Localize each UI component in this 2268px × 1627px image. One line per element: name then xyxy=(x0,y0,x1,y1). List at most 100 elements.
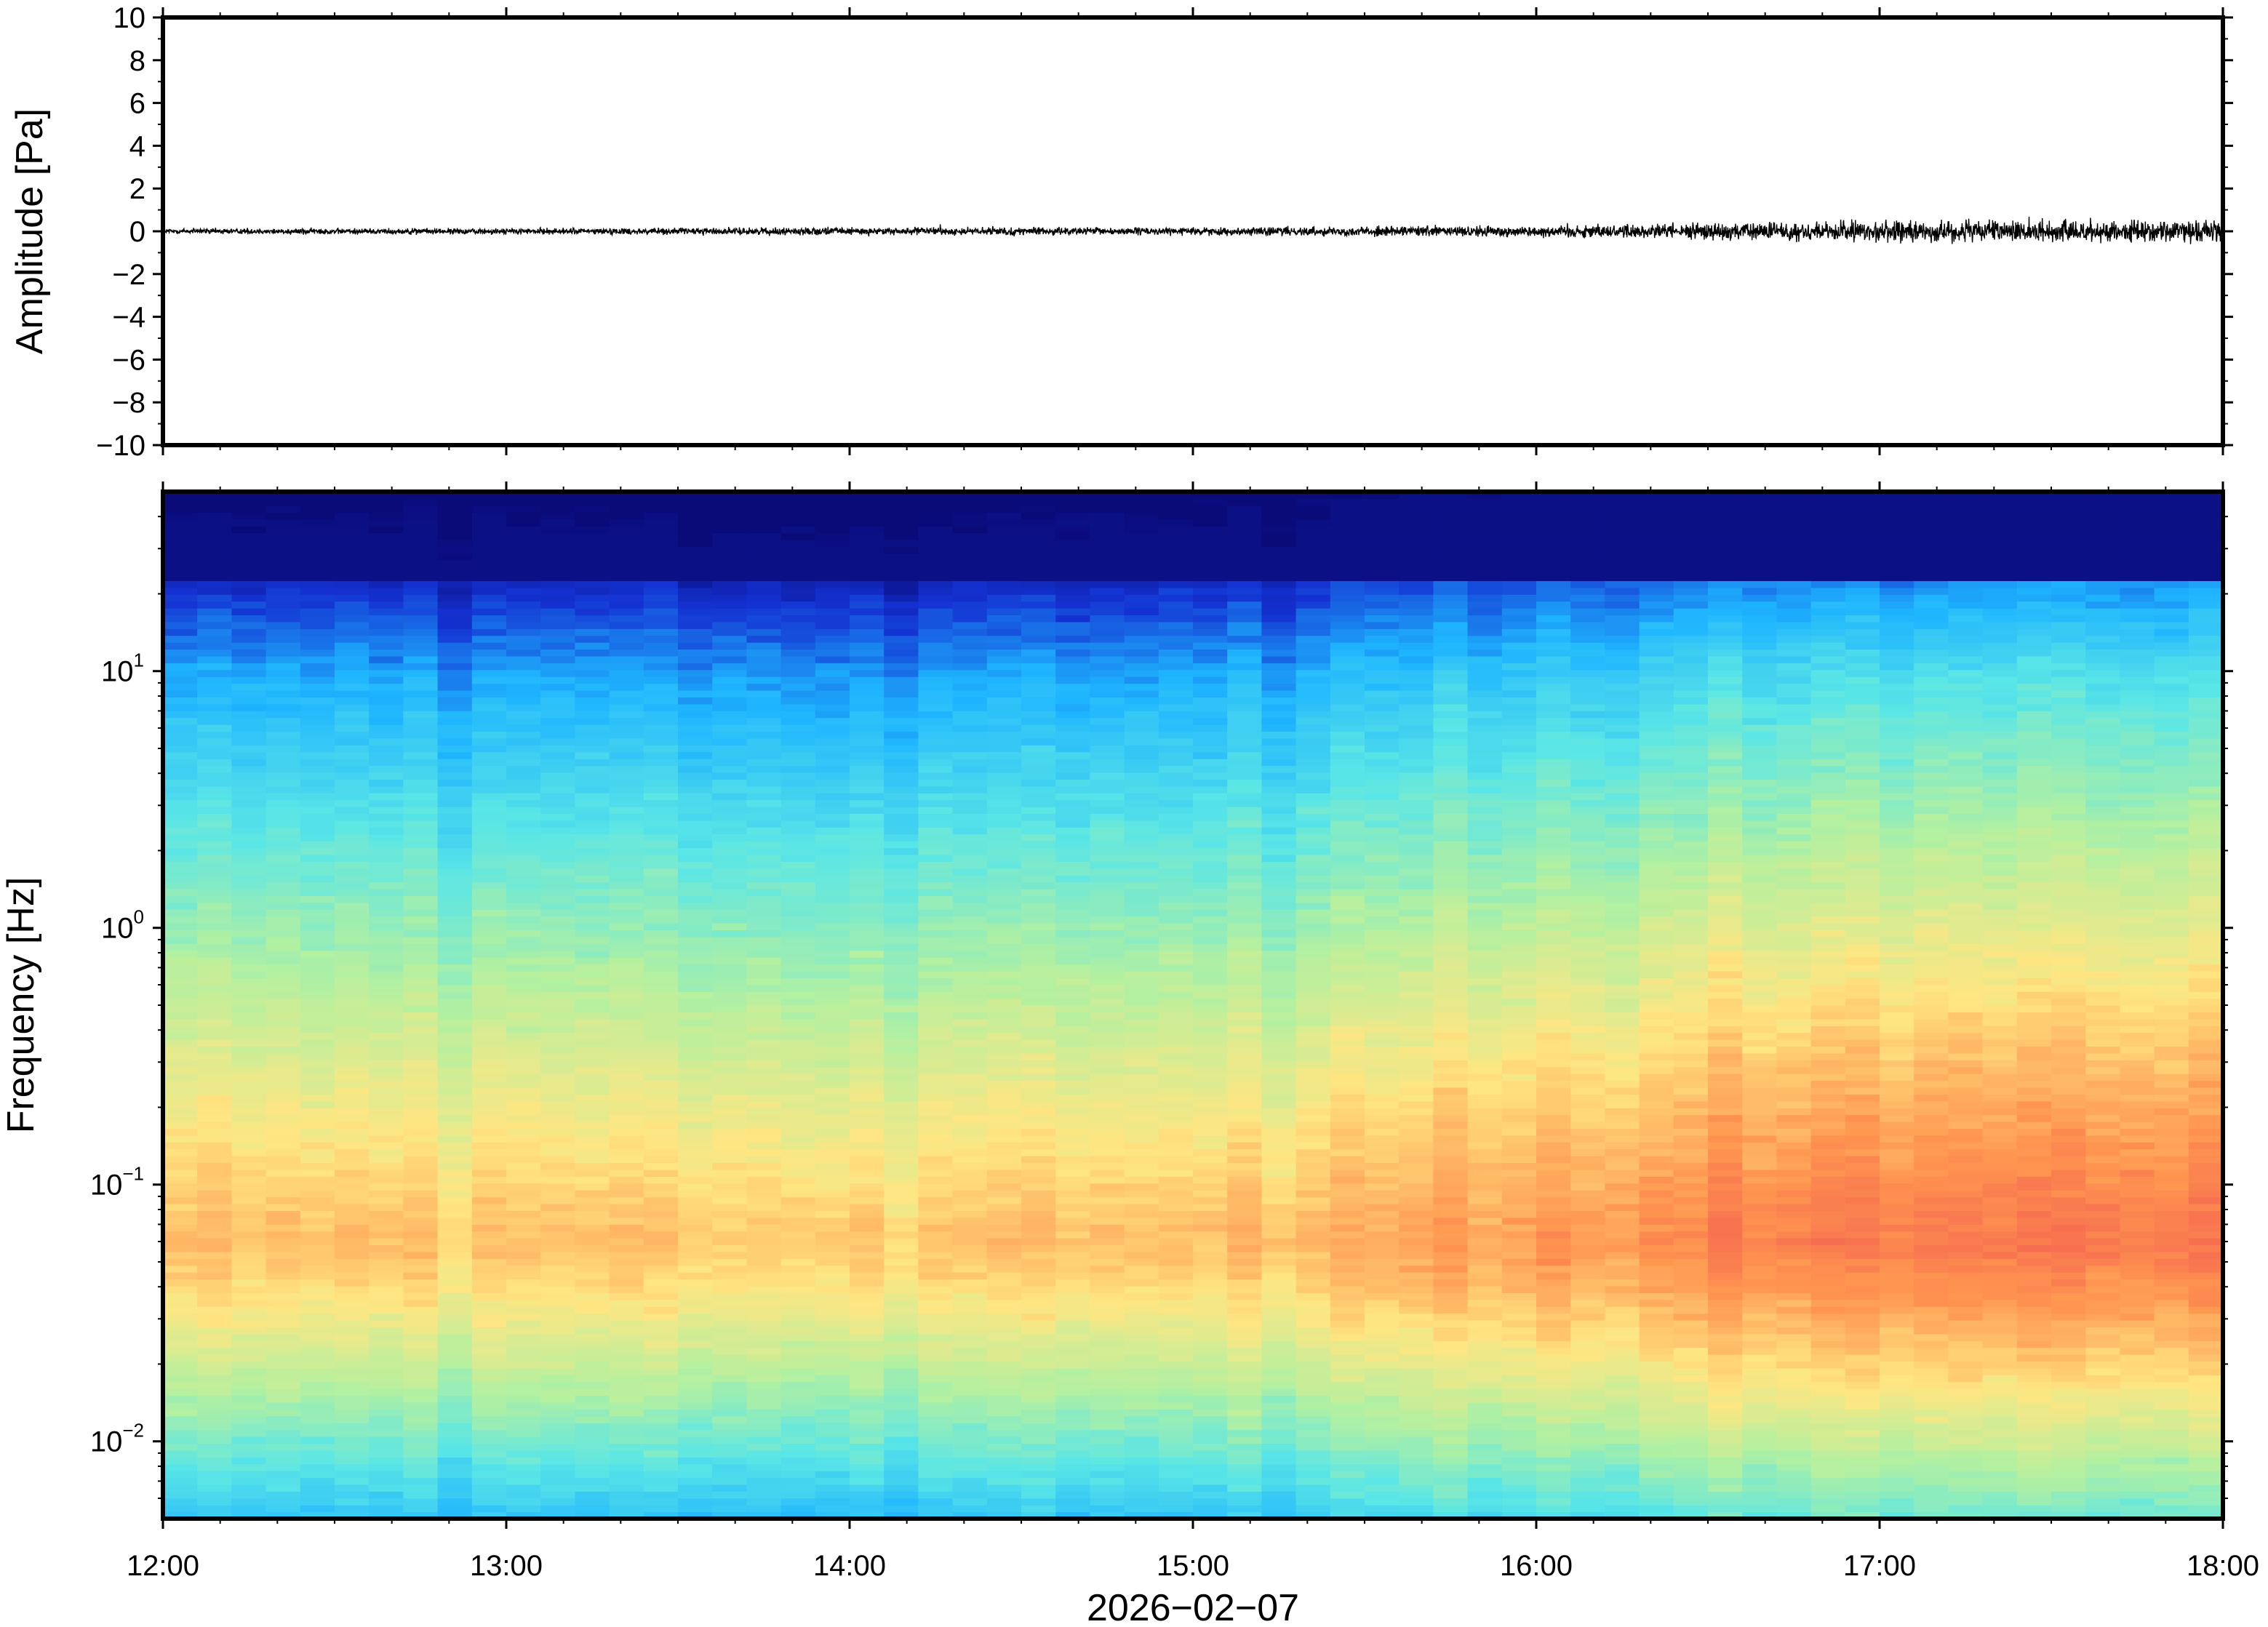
spectrogram-cell xyxy=(609,875,644,883)
spectrogram-cell xyxy=(1021,1388,1056,1396)
spectrogram-cell xyxy=(746,1018,782,1026)
spectrogram-cell xyxy=(335,1244,370,1252)
spectrogram-cell xyxy=(1227,854,1262,862)
spectrogram-cell xyxy=(506,957,541,965)
spectrogram-cell xyxy=(780,1094,816,1102)
spectrogram-cell xyxy=(575,895,610,903)
spectrogram-cell xyxy=(471,1114,507,1122)
spectrogram-cell xyxy=(335,1471,370,1479)
spectrogram-cell xyxy=(540,539,575,547)
spectrogram-cell xyxy=(575,847,610,855)
spectrogram-cell xyxy=(265,950,301,958)
spectrogram-cell xyxy=(884,573,919,581)
spectrogram-cell xyxy=(1021,1074,1056,1082)
spectrogram-cell xyxy=(265,1272,301,1280)
spectrogram-cell xyxy=(1193,587,1228,595)
spectrogram-cell xyxy=(986,1463,1022,1471)
spectrogram-cell xyxy=(952,785,988,793)
spectrogram-cell xyxy=(437,1108,473,1116)
spectrogram-cell xyxy=(780,731,816,739)
spectrogram-cell xyxy=(678,820,713,828)
spectrogram-cell xyxy=(643,1505,679,1513)
spectrogram-cell xyxy=(506,683,541,691)
spectrogram-cell xyxy=(746,1114,782,1122)
spectrogram-cell xyxy=(815,1217,850,1225)
spectrogram-cell xyxy=(952,1395,988,1403)
spectrogram-cell xyxy=(197,978,232,986)
spectrogram-cell xyxy=(678,1471,713,1479)
spectrogram-cell xyxy=(780,841,816,849)
spectrogram-cell xyxy=(1261,615,1297,623)
spectrogram-cell xyxy=(815,1108,850,1116)
spectrogram-cell xyxy=(471,615,507,623)
spectrogram-cell xyxy=(506,861,541,869)
spectrogram-cell xyxy=(609,519,644,527)
spectrogram-cell xyxy=(952,608,988,616)
spectrogram-cell xyxy=(437,1347,473,1355)
spectrogram-cell xyxy=(643,1423,679,1431)
spectrogram-cell xyxy=(506,526,541,534)
spectrogram-cell xyxy=(1227,950,1262,958)
spectrogram-cell xyxy=(1021,649,1056,657)
spectrogram-cell xyxy=(1193,1244,1228,1252)
spectrogram-cell xyxy=(575,1436,610,1444)
spectrogram-cell xyxy=(575,1306,610,1314)
spectrogram-cell xyxy=(197,984,232,992)
spectrogram-cell xyxy=(1021,1032,1056,1040)
spectrogram-cell xyxy=(884,813,919,821)
spectrogram-cell xyxy=(815,1388,850,1396)
spectrogram-cell xyxy=(918,1347,954,1355)
spectrogram-cell xyxy=(575,1313,610,1321)
spectrogram-cell xyxy=(1021,1443,1056,1451)
spectrogram-cell xyxy=(643,1039,679,1047)
spectrogram-cell xyxy=(231,628,267,636)
spectrogram-cell xyxy=(437,1429,473,1437)
spectrogram-cell xyxy=(437,1477,473,1485)
spectrogram-cell xyxy=(609,1169,644,1177)
spectrogram-cell xyxy=(712,1018,747,1026)
spectrogram-cell xyxy=(678,1299,713,1307)
spectrogram-cell xyxy=(780,1327,816,1335)
spectrogram-cell xyxy=(850,1217,885,1225)
spectrogram-cell xyxy=(1158,902,1194,910)
spectrogram-cell xyxy=(746,1094,782,1102)
spectrogram-cell xyxy=(231,799,267,807)
spectrogram-cell xyxy=(163,1190,198,1198)
spectrogram-cell xyxy=(815,1327,850,1335)
spectrogram-cell xyxy=(1193,759,1228,767)
spectrogram-cell xyxy=(1261,1471,1297,1479)
spectrogram-cell xyxy=(884,964,919,972)
spectrogram-cell xyxy=(300,1005,335,1013)
spectrogram-cell xyxy=(678,1108,713,1116)
spectrogram-cell xyxy=(1158,1340,1194,1348)
spectrogram-cell xyxy=(163,861,198,869)
spectrogram-cell xyxy=(163,765,198,773)
spectrogram-cell xyxy=(609,916,644,924)
spectrogram-cell xyxy=(231,1484,267,1492)
spectrogram-cell xyxy=(403,936,439,944)
spectrogram-cell xyxy=(678,793,713,801)
spectrogram-cell xyxy=(609,895,644,903)
spectrogram-cell xyxy=(1193,943,1228,951)
spectrogram-cell xyxy=(506,745,541,753)
spectrogram-cell xyxy=(815,1423,850,1431)
spectrogram-cell xyxy=(746,1183,782,1191)
spectrogram-cell xyxy=(265,655,301,663)
spectrogram-cell xyxy=(1055,1026,1090,1034)
spectrogram-cell xyxy=(300,820,335,828)
spectrogram-cell xyxy=(815,1511,850,1519)
spectrogram-cell xyxy=(506,587,541,595)
spectrogram-cell xyxy=(1090,779,1125,787)
spectrogram-cell xyxy=(197,1292,232,1300)
spectrogram-cell xyxy=(780,1005,816,1013)
spectrogram-cell xyxy=(300,827,335,835)
spectrogram-cell xyxy=(506,1505,541,1513)
spectrogram-cell xyxy=(506,505,541,513)
spectrogram-cell xyxy=(609,1046,644,1054)
spectrogram-cell xyxy=(1090,628,1125,636)
spectrogram-cell xyxy=(163,567,198,575)
spectrogram-cell xyxy=(884,1347,919,1355)
spectrogram-cell xyxy=(986,621,1022,629)
spectrogram-cell xyxy=(986,930,1022,938)
spectrogram-cell xyxy=(1055,587,1090,595)
